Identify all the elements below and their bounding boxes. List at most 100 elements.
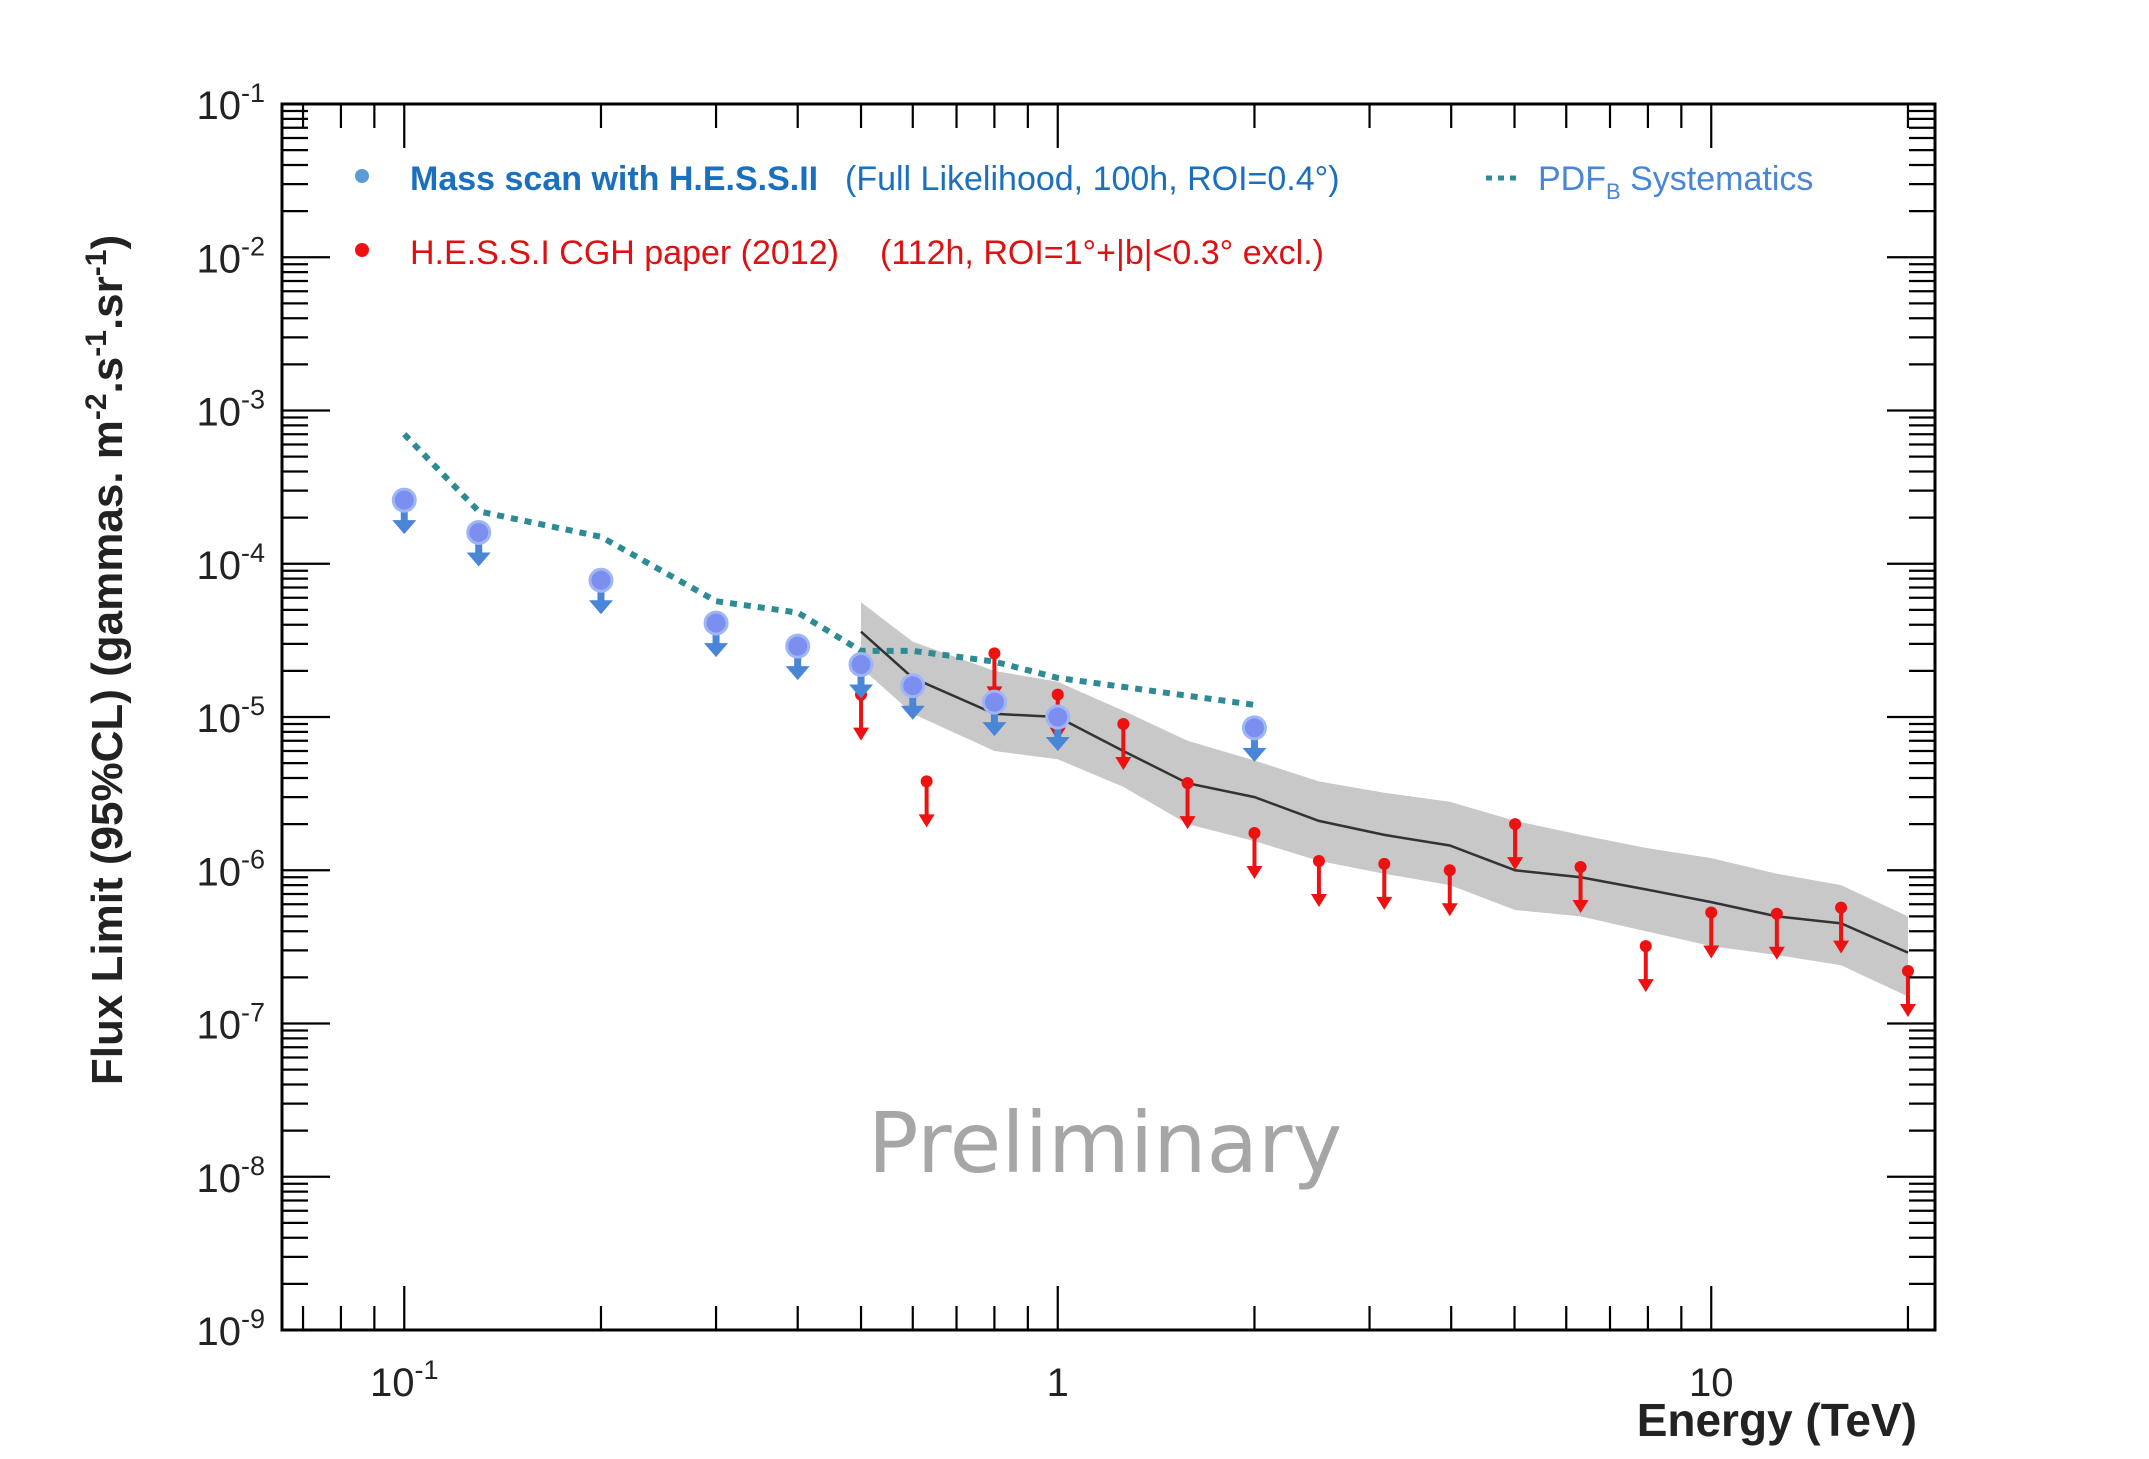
y-tick-label: 10-1 xyxy=(196,78,265,128)
arrow-head xyxy=(1899,1004,1916,1018)
tick-exponent: -8 xyxy=(241,1151,265,1181)
preliminary-watermark: Preliminary xyxy=(868,1094,1342,1192)
tick-exponent: -1 xyxy=(415,1355,439,1385)
marker-dot xyxy=(1051,688,1064,701)
points-layer xyxy=(391,487,1916,1018)
upper-limit-point-hess1 xyxy=(1376,857,1393,910)
tick-exponent: -2 xyxy=(241,231,265,261)
upper-limit-point-hess2 xyxy=(1241,715,1267,762)
upper-limit-point-hess1 xyxy=(1833,901,1850,954)
y-tick-label: 10-5 xyxy=(196,691,265,741)
tick-labels-layer: 10-110-210-310-410-510-610-710-810-910-1… xyxy=(196,78,1733,1405)
line-layer xyxy=(402,432,1909,954)
marker-dot xyxy=(900,673,926,699)
tick-base: 10 xyxy=(196,697,241,741)
upper-limit-point-hess1 xyxy=(1703,906,1720,959)
y-tick-label: 10-8 xyxy=(196,1151,265,1201)
upper-limit-point-hess2 xyxy=(703,610,729,658)
expected-limit-line xyxy=(860,630,1909,954)
marker-dot xyxy=(1901,965,1914,978)
arrow-head xyxy=(1376,896,1393,910)
tick-exponent: -4 xyxy=(241,538,265,568)
arrow-head xyxy=(785,666,810,681)
tick-base: 10 xyxy=(196,1310,241,1354)
tick-base: 10 xyxy=(196,850,241,894)
arrow-head xyxy=(1833,940,1850,954)
marker-dot xyxy=(1770,907,1783,920)
upper-limit-point-hess1 xyxy=(1179,777,1196,830)
tick-base: 10 xyxy=(196,84,241,128)
y-axis-label: Flux Limit (95%CL) (gammas. m-2.s-1.sr-1… xyxy=(80,235,132,1085)
tick-base: 10 xyxy=(196,544,241,588)
marker-dot xyxy=(1312,854,1325,867)
arrow-head xyxy=(1179,816,1196,830)
upper-limit-point-hess2 xyxy=(391,487,417,535)
upper-limit-point-hess2 xyxy=(466,519,492,567)
tick-exponent: -5 xyxy=(241,691,265,721)
upper-limit-point-hess1 xyxy=(1441,864,1458,917)
arrow-head xyxy=(704,643,729,658)
legend: Mass scan with H.E.S.S.II (Full Likeliho… xyxy=(355,160,1813,272)
x-tick-label: 1 xyxy=(1047,1361,1069,1405)
arrow-head xyxy=(1572,900,1589,914)
y-tick-label: 10-9 xyxy=(196,1304,265,1354)
upper-limit-point-hess2 xyxy=(588,567,614,615)
legend-label-hess2: Mass scan with H.E.S.S.II xyxy=(410,160,818,198)
arrow-head xyxy=(1246,866,1263,880)
legend-note-hess1: (112h, ROI=1°+|b|<0.3° excl.) xyxy=(880,234,1324,272)
tick-exponent: -6 xyxy=(241,844,265,874)
x-axis-label: Energy (TeV) xyxy=(1637,1394,1917,1446)
upper-limit-point-hess1 xyxy=(1507,818,1524,871)
tick-base: 10 xyxy=(370,1361,415,1405)
arrow-head xyxy=(588,600,613,615)
tick-exponent: -9 xyxy=(241,1304,265,1334)
marker-dot xyxy=(1181,777,1194,790)
arrow-head xyxy=(1310,893,1327,907)
upper-limit-point-hess2 xyxy=(900,673,926,720)
marker-dot xyxy=(588,567,614,593)
y-tick-label: 10-3 xyxy=(196,385,265,435)
upper-limit-point-hess1 xyxy=(1310,854,1327,907)
upper-limit-point-hess1 xyxy=(1115,718,1132,771)
upper-limit-point-hess2 xyxy=(848,652,874,699)
marker-dot xyxy=(981,689,1007,715)
legend-label-hess1: H.E.S.S.I CGH paper (2012) xyxy=(410,234,839,272)
arrow-head xyxy=(1115,757,1132,771)
marker-dot xyxy=(988,647,1001,660)
marker-dot xyxy=(848,652,874,678)
x-tick-label: 10 xyxy=(1689,1361,1734,1405)
marker-dot xyxy=(785,633,811,659)
arrow-head xyxy=(466,552,491,567)
marker-dot xyxy=(1045,704,1071,730)
upper-limit-point-hess1 xyxy=(1246,827,1263,880)
arrow-head xyxy=(853,727,870,741)
tick-base: 10 xyxy=(196,1004,241,1048)
marker-dot xyxy=(920,775,933,788)
legend-entry-hess1: H.E.S.S.I CGH paper (2012) (112h, ROI=1°… xyxy=(355,234,1324,272)
legend-note-hess2: (Full Likelihood, 100h, ROI=0.4°) xyxy=(845,160,1340,198)
upper-limit-point-hess2 xyxy=(981,689,1007,737)
marker-dot xyxy=(1705,906,1718,919)
marker-dot xyxy=(1248,827,1261,840)
legend-entry-pdfb: PDFB Systematics xyxy=(1486,160,1813,204)
marker-dot xyxy=(466,519,492,545)
legend-entry-hess2: Mass scan with H.E.S.S.II (Full Likeliho… xyxy=(355,160,1340,198)
upper-limit-point-hess1 xyxy=(1768,907,1785,960)
tick-base: 1 xyxy=(1047,1361,1069,1405)
marker-dot xyxy=(1378,857,1391,870)
tick-base: 10 xyxy=(1689,1361,1734,1405)
arrow-head xyxy=(1045,737,1070,751)
arrow-head xyxy=(1768,946,1785,960)
arrow-head xyxy=(1242,747,1267,762)
tick-base: 10 xyxy=(196,1157,241,1201)
y-tick-label: 10-7 xyxy=(196,998,265,1048)
tick-base: 10 xyxy=(196,237,241,281)
arrow-head xyxy=(918,814,935,828)
upper-limit-point-hess1 xyxy=(918,775,935,828)
legend-marker-hess1 xyxy=(355,243,369,257)
arrow-head xyxy=(392,520,417,535)
marker-dot xyxy=(1443,864,1456,877)
legend-marker-hess2 xyxy=(355,169,369,183)
pdfb-systematics-line xyxy=(402,432,1255,708)
